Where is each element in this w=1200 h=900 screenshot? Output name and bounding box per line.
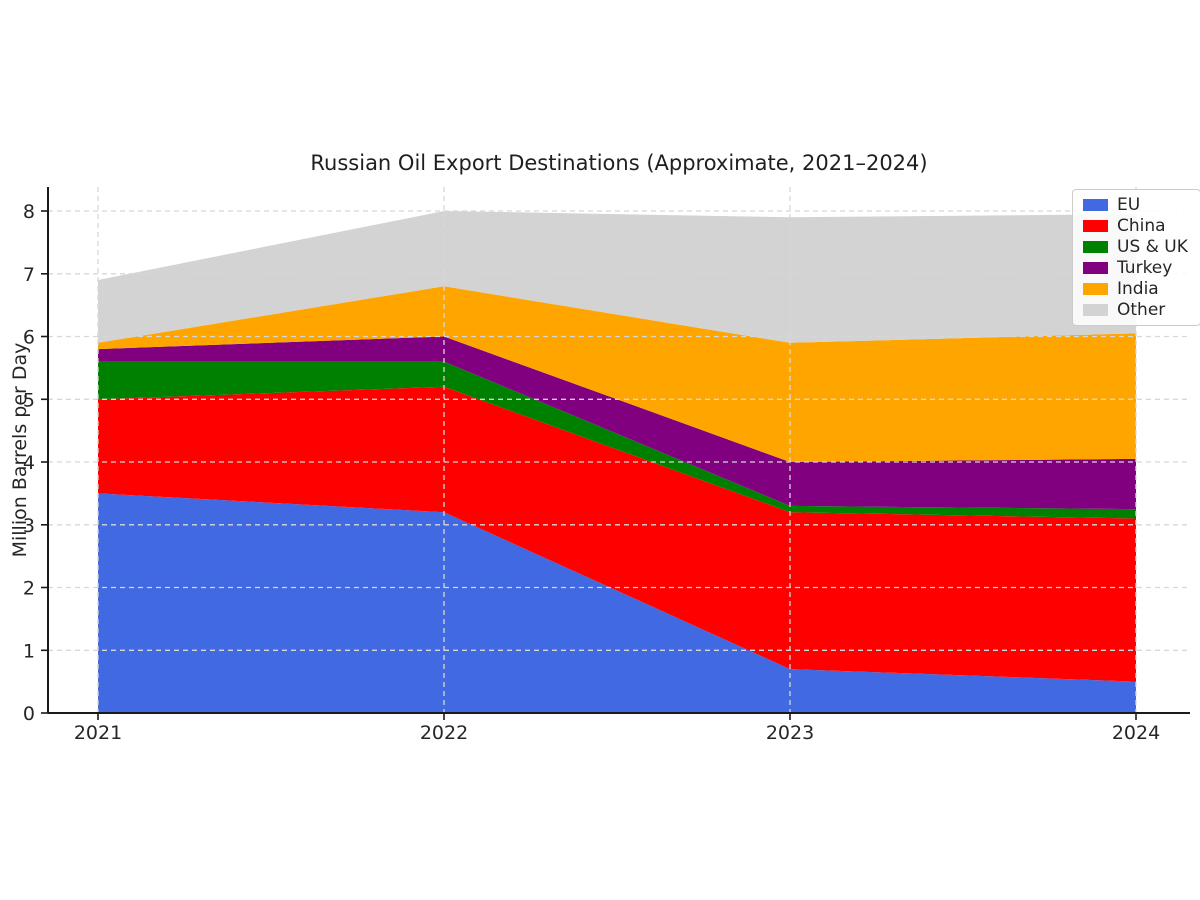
y-tick-label-4: 4 (23, 452, 35, 474)
area-us-uk (98, 361, 1136, 519)
legend-label-us-uk: US & UK (1117, 237, 1188, 257)
area-eu (98, 493, 1136, 713)
y-tick-label-8: 8 (23, 201, 35, 223)
y-tick-label-1: 1 (23, 640, 35, 662)
x-tick-label-2021: 2021 (74, 722, 122, 744)
y-tick-label-6: 6 (23, 327, 35, 349)
legend-swatch-other (1083, 304, 1108, 316)
legend-swatch-china (1083, 220, 1108, 232)
y-tick-label-7: 7 (23, 264, 35, 286)
legend-item-us-uk: US & UK (1083, 237, 1188, 257)
legend-swatch-turkey (1083, 262, 1108, 274)
legend-label-india: India (1117, 279, 1159, 299)
area-china (98, 386, 1136, 682)
legend-item-india: India (1083, 279, 1188, 299)
legend-label-china: China (1117, 216, 1166, 236)
legend-label-turkey: Turkey (1117, 258, 1173, 278)
chart-title: Russian Oil Export Destinations (Approxi… (310, 151, 928, 175)
y-tick-label-5: 5 (23, 389, 35, 411)
legend-swatch-eu (1083, 199, 1108, 211)
y-axis-label: Million Barrels per Day (9, 342, 31, 558)
legend-item-turkey: Turkey (1083, 258, 1188, 278)
legend-label-eu: EU (1117, 195, 1141, 215)
y-tick-label-0: 0 (23, 703, 35, 725)
legend-swatch-us-uk (1083, 241, 1108, 253)
legend: EU China US & UK Turkey India Other (1072, 189, 1200, 326)
area-turkey (98, 336, 1136, 510)
legend-item-eu: EU (1083, 195, 1188, 215)
y-tick-label-3: 3 (23, 515, 35, 537)
x-tick-label-2024: 2024 (1112, 722, 1160, 744)
y-tick-label-2: 2 (23, 578, 35, 600)
area-other (98, 211, 1136, 343)
area-india (98, 286, 1136, 462)
legend-swatch-india (1083, 283, 1108, 295)
x-tick-label-2023: 2023 (766, 722, 814, 744)
legend-label-other: Other (1117, 300, 1166, 320)
x-tick-label-2022: 2022 (420, 722, 468, 744)
legend-item-other: Other (1083, 300, 1188, 320)
legend-item-china: China (1083, 216, 1188, 236)
